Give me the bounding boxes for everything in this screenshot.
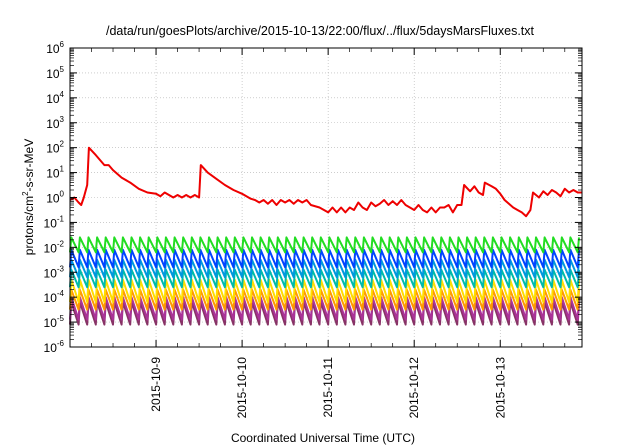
series-line-4 bbox=[69, 258, 580, 279]
y-tick-base: 10 bbox=[44, 341, 58, 355]
x-tick-label: 2015-10-10 bbox=[235, 357, 249, 419]
series-line-1 bbox=[69, 146, 582, 218]
y-tick-label: 10-6 bbox=[44, 339, 65, 355]
y-tick-base: 10 bbox=[46, 142, 60, 156]
y-tick-base: 10 bbox=[44, 316, 58, 330]
x-tick-label: 2015-10-12 bbox=[407, 357, 421, 419]
y-tick-exponent: -1 bbox=[57, 214, 65, 223]
y-tick-base: 10 bbox=[46, 192, 60, 206]
y-tick-base: 10 bbox=[46, 92, 60, 106]
series-line-9 bbox=[69, 301, 580, 326]
y-tick-base: 10 bbox=[44, 216, 58, 230]
x-tick-label: 2015-10-9 bbox=[149, 357, 163, 412]
y-tick-base: 10 bbox=[44, 266, 58, 280]
x-tick-label: 2015-10-11 bbox=[321, 357, 335, 418]
y-tick-exponent: -4 bbox=[57, 289, 65, 298]
x-tick-labels: 2015-10-9 2015-10-10 2015-10-11 2015-10-12 2… bbox=[149, 357, 507, 419]
series-line-8 bbox=[69, 296, 580, 321]
y-tick-exponent: 1 bbox=[60, 165, 65, 174]
series-line-7 bbox=[69, 288, 580, 311]
x-tick-label: 2015-10-13 bbox=[493, 357, 507, 419]
y-tick-exponent: -3 bbox=[57, 264, 65, 273]
y-tick-base: 10 bbox=[46, 167, 60, 181]
x-axis-label: Coordinated Universal Time (UTC) bbox=[231, 431, 415, 445]
y-tick-label: 10-1 bbox=[44, 214, 65, 230]
chart-title: /data/run/goesPlots/archive/2015-10-13/2… bbox=[106, 24, 535, 38]
y-tick-base: 10 bbox=[46, 117, 60, 131]
y-tick-exponent: 4 bbox=[60, 90, 65, 99]
y-tick-exponent: 2 bbox=[60, 140, 65, 149]
y-tick-base: 10 bbox=[46, 67, 60, 81]
y-tick-exponent: -6 bbox=[57, 339, 65, 348]
series-line-3 bbox=[69, 248, 580, 269]
y-tick-exponent: -2 bbox=[57, 239, 65, 248]
y-tick-label: 106 bbox=[46, 40, 64, 56]
y-axis-label-pre: protons/cm bbox=[22, 196, 36, 255]
series-layer bbox=[69, 146, 582, 326]
y-tick-exponent: 5 bbox=[60, 65, 65, 74]
tick-marks bbox=[70, 47, 582, 348]
y-axis-label: protons/cm2-s-sr-MeV bbox=[21, 139, 36, 255]
series-line-5 bbox=[69, 268, 580, 289]
y-axis-label-post: -s-sr-MeV bbox=[22, 139, 36, 192]
y-tick-base: 10 bbox=[46, 42, 60, 56]
y-tick-label: 105 bbox=[46, 65, 64, 81]
y-tick-labels: 10-610-510-410-310-210-11001011021031041… bbox=[44, 40, 65, 355]
y-tick-label: 10-2 bbox=[44, 239, 65, 255]
y-tick-label: 104 bbox=[46, 90, 64, 106]
y-tick-exponent: 3 bbox=[60, 115, 65, 124]
y-axis-label-sup: 2 bbox=[21, 191, 30, 196]
y-tick-label: 100 bbox=[46, 190, 64, 206]
y-tick-base: 10 bbox=[44, 241, 58, 255]
y-tick-label: 10-4 bbox=[44, 289, 65, 305]
y-tick-exponent: -5 bbox=[57, 314, 65, 323]
y-tick-exponent: 0 bbox=[60, 190, 65, 199]
y-tick-label: 10-5 bbox=[44, 314, 65, 330]
y-tick-base: 10 bbox=[44, 291, 58, 305]
series-line-2 bbox=[69, 236, 580, 254]
y-tick-label: 101 bbox=[46, 165, 64, 181]
y-tick-label: 102 bbox=[46, 140, 64, 156]
y-tick-label: 10-3 bbox=[44, 264, 65, 280]
y-tick-exponent: 6 bbox=[60, 40, 65, 49]
series-line-6 bbox=[69, 278, 580, 304]
y-tick-label: 103 bbox=[46, 115, 64, 131]
